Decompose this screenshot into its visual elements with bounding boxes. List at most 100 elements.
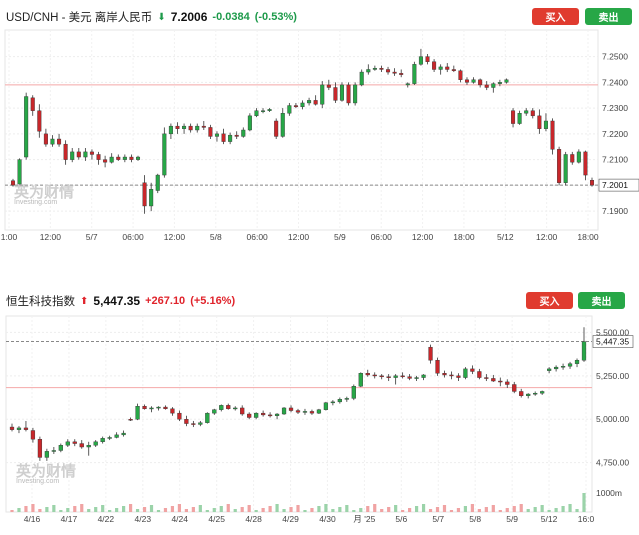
candle-up xyxy=(195,125,200,131)
candle-up xyxy=(287,105,292,114)
candle-up xyxy=(358,373,363,387)
y-tick-label: 5,250.00 xyxy=(596,371,629,381)
x-tick-label: 4/24 xyxy=(171,514,188,524)
candle-down xyxy=(191,423,196,425)
x-tick-label: 1:00 xyxy=(1,232,18,242)
volume-bar xyxy=(324,504,328,512)
volume-bar xyxy=(449,510,454,512)
volume-bar xyxy=(198,505,202,512)
candle-down xyxy=(10,180,16,186)
x-tick-label: 06:00 xyxy=(247,232,269,242)
candle-up xyxy=(553,366,559,370)
candle-down xyxy=(445,66,450,70)
candle-up xyxy=(149,189,154,207)
candlestick-chart[interactable]: 4,750.00 5,000.00 5,250.00 5,500.00 4/16 4/17… xyxy=(0,312,639,535)
instrument-title: 恒生科技指数 xyxy=(6,296,75,308)
candle-down xyxy=(477,371,482,378)
candle-up xyxy=(547,368,552,371)
candle-down xyxy=(128,419,133,421)
candle-up xyxy=(359,71,364,86)
volume-bar xyxy=(108,510,112,512)
volume-bar xyxy=(477,509,481,512)
sell-button[interactable]: 卖出 xyxy=(585,8,632,25)
volume-bar xyxy=(317,506,321,512)
price-change: +267.10 xyxy=(145,295,186,307)
candle-up xyxy=(135,406,140,420)
x-tick-label: 4/30 xyxy=(319,514,336,524)
candle-down xyxy=(163,406,168,410)
candle-up xyxy=(581,341,587,361)
candle-up xyxy=(372,67,377,70)
candle-down xyxy=(491,378,496,382)
volume-bar xyxy=(470,504,474,512)
candle-up xyxy=(524,110,529,114)
price-tag-label: 5,447.35 xyxy=(596,337,629,347)
candle-up xyxy=(491,83,496,88)
candle-up xyxy=(122,156,127,160)
buy-button[interactable]: 买入 xyxy=(526,292,573,309)
volume-bar xyxy=(568,504,572,512)
candle-down xyxy=(498,380,503,383)
candle-down xyxy=(274,120,279,137)
candle-down xyxy=(435,359,440,374)
volume-bar xyxy=(519,504,523,512)
candle-down xyxy=(177,412,182,420)
candle-down xyxy=(9,426,15,430)
candle-up xyxy=(156,406,161,409)
y-tick-label: 5,500.00 xyxy=(596,327,629,337)
candle-down xyxy=(221,133,226,142)
candle-up xyxy=(366,69,371,73)
candle-down xyxy=(226,405,231,410)
candle-down xyxy=(313,100,318,105)
x-tick-label: 4/16 xyxy=(24,514,41,524)
candle-down xyxy=(451,69,456,71)
candle-down xyxy=(309,411,315,414)
candle-down xyxy=(63,143,68,160)
investing-watermark: 英为财情 Investing.com xyxy=(14,185,74,207)
candle-up xyxy=(70,151,75,160)
candle-down xyxy=(399,73,404,75)
candlestick-chart[interactable]: 7.19007.20007.21007.22007.23007.24007.25… xyxy=(0,28,639,248)
candle-down xyxy=(37,110,42,132)
candle-up xyxy=(563,154,568,183)
volume-bar xyxy=(135,509,140,512)
candle-down xyxy=(407,376,412,379)
candle-down xyxy=(142,182,147,207)
candle-up xyxy=(576,151,581,163)
candle-up xyxy=(241,129,246,137)
x-tick-label: 4/25 xyxy=(208,514,225,524)
candle-down xyxy=(484,84,489,88)
candle-down xyxy=(30,97,35,111)
y-tick-label: 7.1900 xyxy=(602,206,628,216)
volume-bar xyxy=(421,504,426,512)
sell-button[interactable]: 卖出 xyxy=(578,292,625,309)
candle-up xyxy=(198,422,203,425)
candle-down xyxy=(43,133,48,145)
candle-down xyxy=(392,71,397,74)
candle-up xyxy=(414,377,419,379)
volume-bar xyxy=(142,507,147,512)
candle-up xyxy=(168,125,173,135)
candle-up xyxy=(149,407,154,410)
y-tick-label: 4,750.00 xyxy=(596,458,629,468)
candle-down xyxy=(103,159,108,163)
instrument-title: USD/CNH - 美元 离岸人民币 xyxy=(6,12,153,24)
volume-bar xyxy=(380,509,384,512)
buy-button[interactable]: 买入 xyxy=(532,8,579,25)
chart-header: USD/CNH - 美元 离岸人民币 ⬇ 7.2006 -0.0384 (-0.… xyxy=(6,9,297,25)
volume-bar xyxy=(73,506,77,512)
candle-up xyxy=(320,84,325,105)
candle-up xyxy=(58,445,63,451)
candle-up xyxy=(247,115,252,131)
candle-up xyxy=(330,401,335,404)
x-tick-label: 5/8 xyxy=(210,232,222,242)
candle-down xyxy=(208,127,213,137)
candle-up xyxy=(438,66,443,70)
candle-down xyxy=(464,79,469,83)
volume-bar xyxy=(512,506,516,512)
volume-bar xyxy=(66,508,70,512)
volume-bar xyxy=(387,507,391,512)
candle-down xyxy=(365,373,370,376)
volume-bar xyxy=(484,507,488,512)
candle-up xyxy=(497,82,502,84)
